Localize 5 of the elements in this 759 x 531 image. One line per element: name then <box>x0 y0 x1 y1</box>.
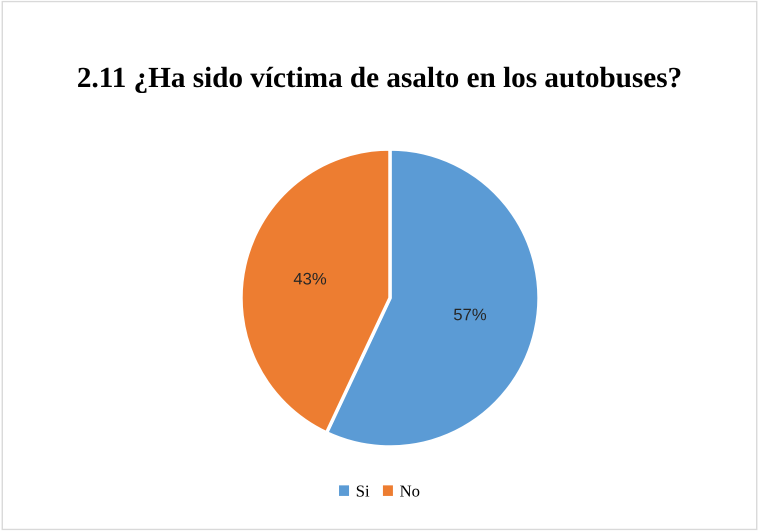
data-label: 57% <box>454 308 486 320</box>
legend-label: No <box>400 486 420 497</box>
legend-label: Si <box>356 485 370 497</box>
chart-title: 2.11 ¿Ha sido víctima de asalto en los autobuses? <box>78 66 680 94</box>
data-label: 43% <box>294 272 326 285</box>
